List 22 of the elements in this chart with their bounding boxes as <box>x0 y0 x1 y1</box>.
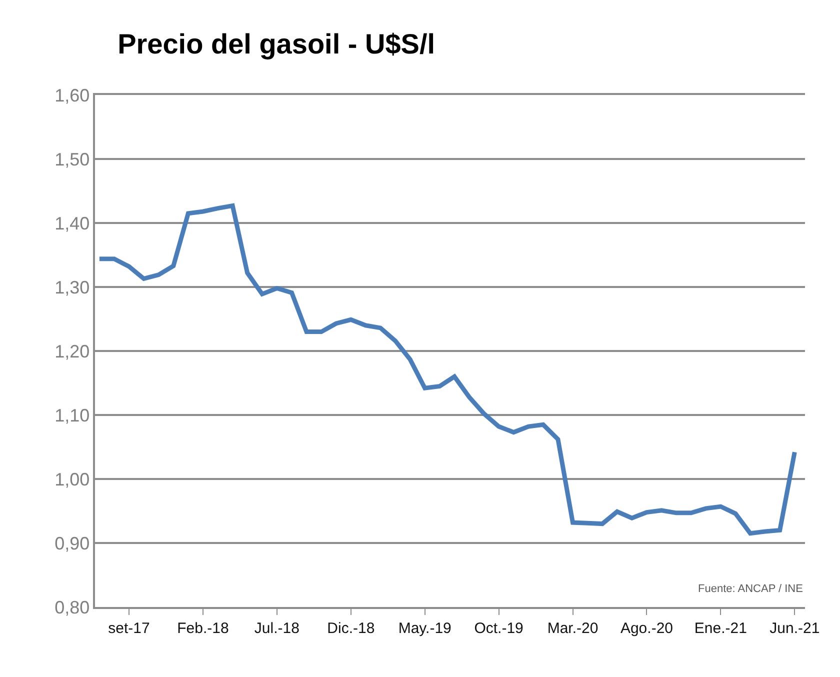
y-tick-label: 1,40 <box>54 213 90 234</box>
annotation: Fuente: ANCAP / INE <box>698 583 803 595</box>
x-tick-label: Mar.-20 <box>547 620 598 637</box>
x-tick-label: Jun.-21 <box>770 620 820 637</box>
y-tick-label: 1,50 <box>54 149 90 170</box>
x-tick-label: Ene.-21 <box>694 620 747 637</box>
y-tick-label: 1,20 <box>54 341 90 362</box>
x-tick-label: Jul.-18 <box>254 620 300 637</box>
line-series <box>97 203 797 536</box>
y-tick-label: 1,00 <box>54 469 90 490</box>
y-tick-label: 1,60 <box>54 85 90 106</box>
y-tick-label: 1,30 <box>54 277 90 298</box>
y-tick-label: 0,90 <box>54 533 90 554</box>
y-tick-label: 0,80 <box>54 597 90 618</box>
x-tick-label: Feb.-18 <box>177 620 229 637</box>
x-tick-label: Ago.-20 <box>620 620 674 637</box>
x-tick-label: Oct.-19 <box>474 620 524 637</box>
chart-title: Precio del gasoil - U$S/l <box>118 28 436 60</box>
x-tick-label: set-17 <box>108 620 150 637</box>
x-tick-label: May.-19 <box>398 620 452 637</box>
x-tick-label: Dic.-18 <box>327 620 375 637</box>
y-tick-label: 1,10 <box>54 405 90 426</box>
